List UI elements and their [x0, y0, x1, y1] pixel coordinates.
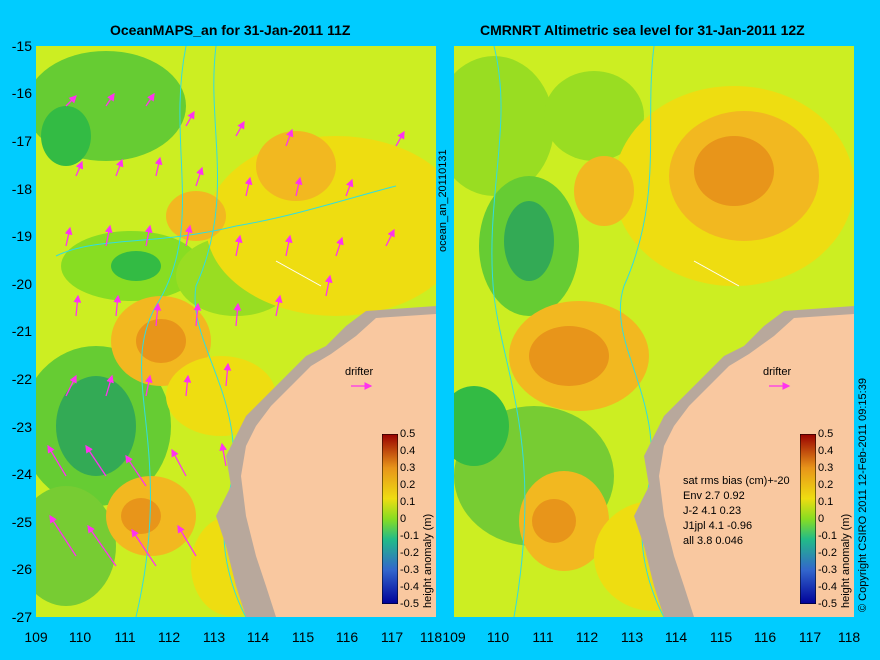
x-tick-label: 112	[157, 629, 181, 645]
y-tick-label: -19	[11, 228, 32, 244]
colorbar-tick: 0.1	[400, 496, 416, 508]
altimeter-stats: sat rms bias (cm)+-20 Env 2.7 0.92 J-2 4…	[683, 474, 790, 549]
colorbar-tick: -0.2	[400, 547, 419, 559]
x-tick-label: 117	[798, 629, 822, 645]
x-tick-label: 118	[837, 629, 861, 645]
x-tick-label: 112	[575, 629, 599, 645]
colorbar-tick: 0.5	[400, 428, 416, 440]
y-tick-label: -20	[11, 276, 32, 292]
copyright-text: © Copyright CSIRO 2011 12-Feb-2011 09:15…	[857, 378, 869, 612]
y-tick-label: -15	[11, 38, 32, 54]
x-tick-label: 110	[486, 629, 510, 645]
colorbar-tick: -0.1	[818, 530, 837, 542]
colorbar-tick: 0	[818, 513, 825, 525]
right-map-panel[interactable]	[454, 46, 854, 617]
y-tick-label: -21	[11, 323, 32, 339]
x-tick-label: 109	[442, 629, 466, 645]
colorbar-tick: 0.1	[818, 496, 834, 508]
colorbar-tick: 0.3	[400, 462, 416, 474]
y-tick-label: -16	[11, 85, 32, 101]
colorbar-tick: 0	[400, 513, 407, 525]
left-map-title: OceanMAPS_an for 31-Jan-2011 11Z	[110, 22, 351, 38]
y-tick-label: -23	[11, 419, 32, 435]
colorbar-tick: 0.4	[818, 445, 834, 457]
colorbar-tick: 0.2	[400, 479, 416, 491]
model-run-label: ocean_an_20110131	[437, 149, 449, 252]
right-colorbar	[800, 434, 816, 604]
x-tick-label: 111	[532, 629, 554, 645]
stats-row: J1jpl 4.1 -0.96	[683, 520, 753, 532]
colorbar-tick: -0.1	[400, 530, 419, 542]
x-tick-label: 110	[68, 629, 92, 645]
colorbar-tick: 0.4	[400, 445, 416, 457]
colorbar-tick: -0.5	[400, 598, 419, 610]
x-tick-label: 117	[380, 629, 404, 645]
colorbar-tick: -0.4	[400, 581, 419, 593]
y-tick-label: -18	[11, 181, 32, 197]
x-tick-label: 113	[202, 629, 226, 645]
right-drifter-label: drifter	[763, 366, 792, 378]
left-colorbar	[382, 434, 398, 604]
x-tick-label: 114	[246, 629, 270, 645]
stats-row: J-2 4.1 0.23	[683, 505, 742, 517]
x-tick-label: 118	[419, 629, 443, 645]
colorbar-tick: -0.3	[400, 564, 419, 576]
y-tick-label: -24	[11, 466, 32, 482]
colorbar-tick: 0.5	[818, 428, 834, 440]
x-tick-label: 113	[620, 629, 644, 645]
stats-row: all 3.8 0.046	[683, 535, 743, 547]
x-tick-label: 111	[114, 629, 136, 645]
x-tick-label: 116	[753, 629, 777, 645]
stats-row: Env 2.7 0.92	[683, 490, 745, 502]
stats-header: sat rms bias (cm)+-20	[683, 475, 790, 487]
colorbar-tick: 0.3	[818, 462, 834, 474]
y-tick-label: -26	[11, 561, 32, 577]
x-tick-label: 109	[24, 629, 48, 645]
right-colorbar-label: height anomaly (m)	[840, 513, 852, 608]
colorbar-tick: -0.2	[818, 547, 837, 559]
x-tick-label: 115	[709, 629, 733, 645]
x-tick-label: 116	[335, 629, 359, 645]
x-tick-label: 114	[664, 629, 688, 645]
y-tick-label: -27	[11, 609, 32, 625]
y-tick-label: -22	[11, 371, 32, 387]
y-tick-label: -25	[11, 514, 32, 530]
colorbar-tick: -0.5	[818, 598, 837, 610]
colorbar-tick: -0.4	[818, 581, 837, 593]
left-colorbar-label: height anomaly (m)	[422, 513, 434, 608]
colorbar-tick: -0.3	[818, 564, 837, 576]
x-tick-label: 115	[291, 629, 315, 645]
left-drifter-label: drifter	[345, 366, 374, 378]
left-map-panel[interactable]	[36, 46, 436, 617]
y-tick-label: -17	[11, 133, 32, 149]
colorbar-tick: 0.2	[818, 479, 834, 491]
right-map-title: CMRNRT Altimetric sea level for 31-Jan-2…	[480, 22, 805, 38]
